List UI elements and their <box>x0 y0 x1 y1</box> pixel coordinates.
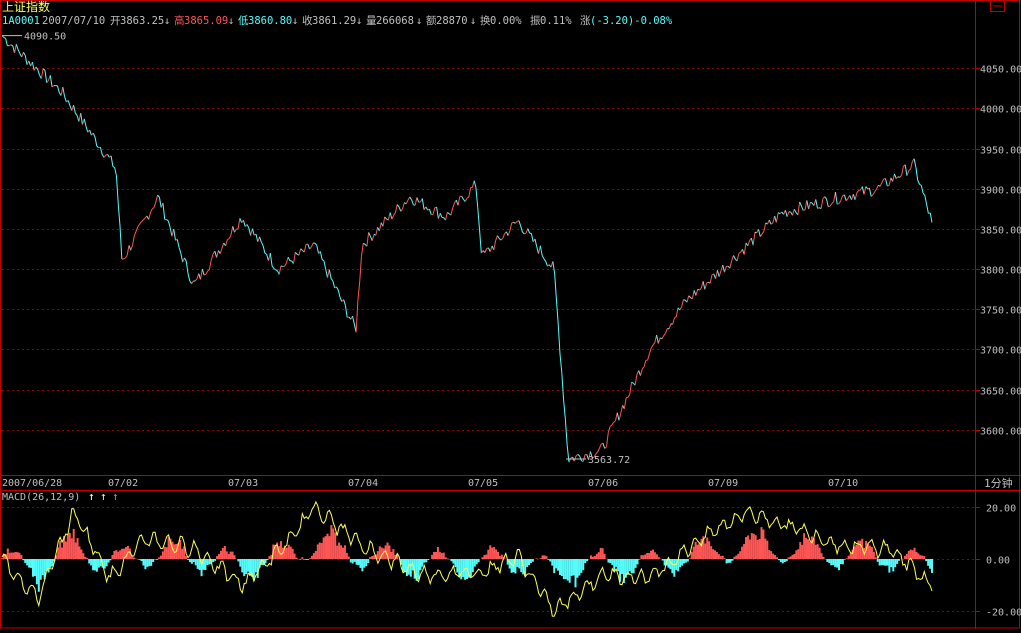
turnover-value: 0.00% <box>490 15 522 27</box>
price-segment <box>524 233 526 234</box>
price-tick-label: 3900.00 <box>980 186 1021 197</box>
price-segment <box>707 282 709 283</box>
price-tick-label: 3800.00 <box>980 266 1021 277</box>
price-segment <box>810 202 812 203</box>
index-code: 1A0001 <box>2 15 40 27</box>
price-segment <box>828 206 830 207</box>
macd-title: MACD(26,12,9) <box>2 492 80 503</box>
price-tick-label: 3600.00 <box>980 427 1021 438</box>
close-arrow-icon: ↓ <box>356 15 362 27</box>
macd-tick-label: -20.00 <box>986 608 1021 619</box>
price-tick-label: 4000.00 <box>980 105 1021 116</box>
price-tick-label: 3700.00 <box>980 346 1021 357</box>
price-tick-label: 3650.00 <box>980 387 1021 398</box>
date-tick-label: 07/10 <box>828 478 858 489</box>
amount-value: 28870 <box>436 15 468 27</box>
macd-arrow-icon: ↑ <box>112 490 119 503</box>
high-value: 3865.09 <box>184 15 228 27</box>
amount-arrow-icon: ↓ <box>470 15 476 27</box>
period-label: 1分钟 <box>984 476 1013 490</box>
macd-tick-label: 20.00 <box>986 504 1016 515</box>
date-tick-label: 07/05 <box>468 478 498 489</box>
price-tick-label: 3850.00 <box>980 226 1021 237</box>
price-segment <box>837 204 839 205</box>
high-arrow-icon: ↓ <box>228 15 234 27</box>
change-value: (-3.20)-0.08% <box>590 15 673 27</box>
quote-date: 2007/07/10 <box>42 15 105 27</box>
volume-value: 266068 <box>376 15 414 27</box>
open-label: 开 <box>110 15 121 27</box>
date-tick-label: 2007/06/28 <box>2 478 62 489</box>
macd-arrow-icon: ↑ <box>100 490 107 503</box>
macd-arrow-icon: ↑ <box>88 490 95 503</box>
date-tick-label: 07/09 <box>708 478 738 489</box>
low-arrow-icon: ↓ <box>292 15 298 27</box>
price-annotation: 3563.72 <box>588 455 630 466</box>
price-segment <box>887 185 889 186</box>
amplitude-value: 0.11% <box>540 15 572 27</box>
open-value: 3863.25 <box>120 15 164 27</box>
volume-arrow-icon: ↓ <box>416 15 422 27</box>
price-segment <box>512 222 514 223</box>
index-name: 上证指数 <box>2 0 50 14</box>
price-tick-label: 4050.00 <box>980 65 1021 76</box>
price-tick-label: 3950.00 <box>980 146 1021 157</box>
open-arrow-icon: ↓ <box>164 15 170 27</box>
close-value: 3861.29 <box>312 15 356 27</box>
date-tick-label: 07/02 <box>108 478 138 489</box>
macd-tick-label: 0.00 <box>986 556 1010 567</box>
price-annotation: 4090.50 <box>24 32 66 43</box>
high-label: 高 <box>174 14 185 27</box>
date-tick-label: 07/04 <box>348 478 378 489</box>
price-tick-label: 3750.00 <box>980 306 1021 317</box>
date-tick-label: 07/06 <box>588 478 618 489</box>
date-tick-label: 07/03 <box>228 478 258 489</box>
low-value: 3860.80 <box>248 15 292 27</box>
